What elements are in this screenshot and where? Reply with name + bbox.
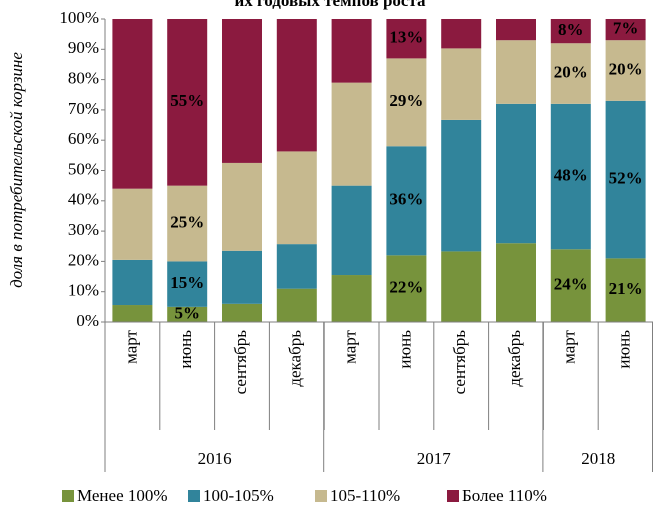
bar-segment: [276, 19, 317, 152]
legend-label: Более 110%: [462, 486, 547, 505]
bar-segment: [331, 275, 372, 322]
y-tick-label: 40%: [68, 190, 99, 209]
y-tick-label: 80%: [68, 69, 99, 88]
data-label: 55%: [170, 91, 204, 110]
legend-swatch: [447, 490, 459, 502]
bar-segment: [222, 250, 262, 304]
data-label: 8%: [558, 20, 584, 39]
y-tick-label: 60%: [68, 129, 99, 148]
data-label: 7%: [613, 19, 639, 38]
bar-segment: [496, 243, 536, 322]
bar-segment: [441, 19, 482, 49]
data-label: 25%: [170, 212, 204, 231]
bar-segment: [112, 19, 153, 189]
bar-segment: [386, 58, 427, 147]
legend-label: 105-110%: [330, 486, 400, 505]
bar-segment: [276, 151, 317, 245]
y-tick-label: 20%: [68, 250, 99, 269]
x-tick-label: декабрь: [286, 330, 305, 387]
bar-segment: [550, 43, 591, 104]
bar-segment: [222, 303, 262, 322]
bar-segment: [276, 244, 317, 289]
bar-segment: [112, 188, 153, 260]
bar-segment: [167, 185, 208, 262]
data-label: 48%: [554, 165, 588, 184]
bar-segment: [550, 249, 591, 322]
bar-segment: [386, 255, 427, 322]
data-label: 36%: [389, 190, 423, 209]
x-tick-label: сентябрь: [231, 330, 250, 395]
bar-segment: [386, 146, 427, 256]
bar-segment: [441, 48, 482, 120]
data-label: 20%: [609, 59, 643, 78]
bar-segment: [550, 19, 591, 44]
legend-swatch: [315, 490, 327, 502]
x-tick-label: июнь: [615, 330, 634, 369]
data-label: 52%: [609, 168, 643, 187]
bar-segment: [605, 258, 646, 322]
legend-label: 100-105%: [203, 486, 274, 505]
group-label: 2016: [198, 449, 232, 468]
y-tick-label: 100%: [59, 8, 99, 27]
x-tick-label: март: [121, 329, 140, 363]
bar-segment: [331, 82, 372, 186]
bar-segment: [605, 100, 646, 259]
x-tick-label: июнь: [176, 330, 195, 369]
x-tick-label: декабрь: [505, 330, 524, 387]
bar-segment: [441, 251, 482, 322]
y-axis-label: доля в потребительской корзине: [7, 52, 26, 288]
y-tick-label: 0%: [76, 311, 99, 330]
bar-segment: [276, 288, 317, 322]
legend-label: Менее 100%: [77, 486, 168, 505]
bar-segment: [386, 19, 427, 59]
y-tick-label: 70%: [68, 99, 99, 118]
bar-segment: [605, 40, 646, 101]
chart-title: их годовых темпов роста: [234, 0, 426, 10]
bar-segment: [331, 185, 372, 276]
bar-segment: [605, 19, 646, 41]
bar-segment: [222, 162, 262, 251]
legend-swatch: [62, 490, 74, 502]
data-label: 24%: [554, 275, 588, 294]
group-label: 2017: [417, 449, 452, 468]
bar-segment: [112, 305, 153, 322]
bar-segment: [496, 103, 536, 244]
bar-segment: [112, 259, 153, 306]
y-tick-label: 90%: [68, 38, 99, 57]
data-label: 29%: [389, 91, 423, 110]
bar-segment: [496, 19, 536, 41]
data-label: 13%: [389, 28, 423, 47]
bar-segment: [441, 119, 482, 252]
data-label: 5%: [174, 303, 200, 322]
y-tick-label: 30%: [68, 220, 99, 239]
data-label: 21%: [609, 279, 643, 298]
bar-segment: [167, 19, 208, 186]
x-tick-label: сентябрь: [450, 330, 469, 395]
y-tick-label: 50%: [68, 159, 99, 178]
bar-segment: [331, 19, 372, 83]
bar-segment: [167, 306, 208, 322]
x-tick-label: март: [560, 329, 579, 363]
bar-segment: [167, 261, 208, 307]
y-tick-label: 10%: [68, 281, 99, 300]
group-label: 2018: [581, 449, 615, 468]
data-label: 20%: [554, 62, 588, 81]
data-label: 15%: [170, 273, 204, 292]
legend-swatch: [188, 490, 200, 502]
bar-segment: [222, 19, 262, 163]
x-tick-label: июнь: [395, 330, 414, 369]
bar-segment: [550, 103, 591, 250]
data-label: 22%: [389, 278, 423, 297]
bar-segment: [496, 40, 536, 104]
x-tick-label: март: [341, 329, 360, 363]
